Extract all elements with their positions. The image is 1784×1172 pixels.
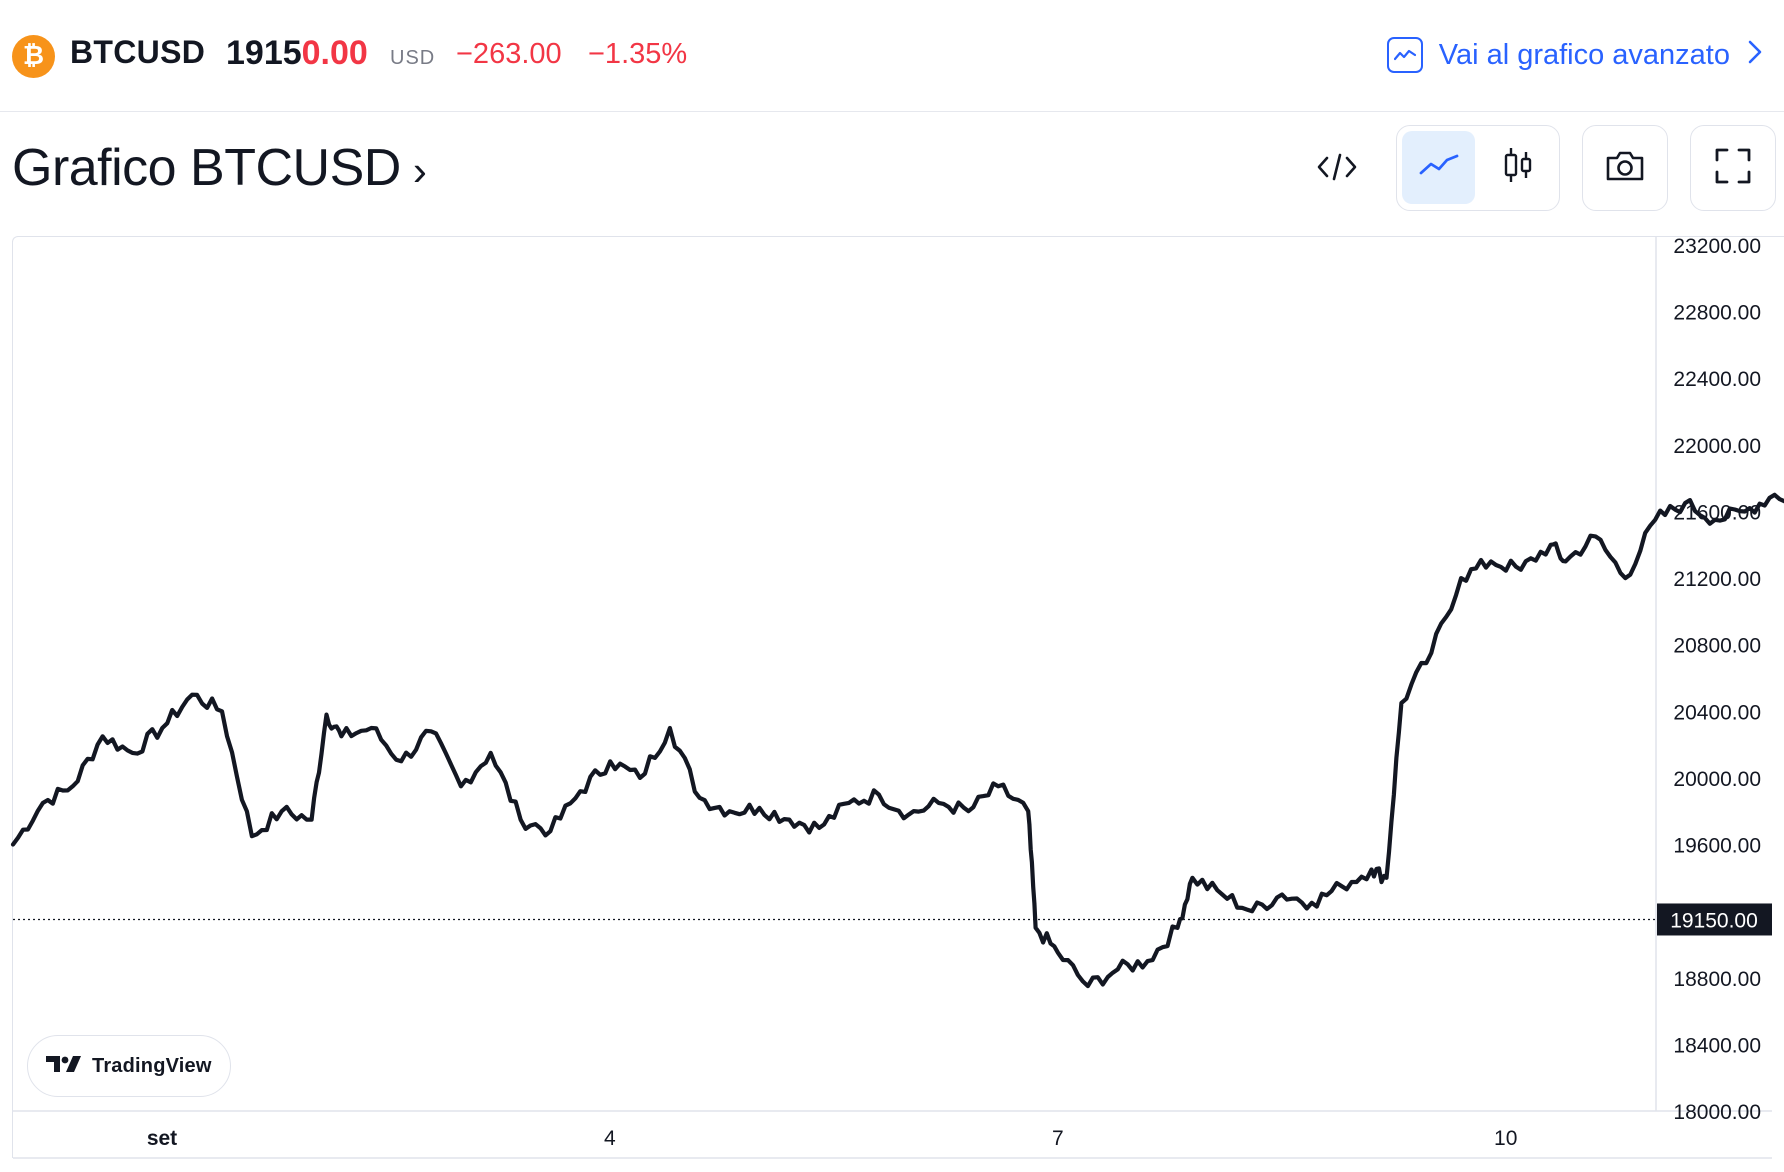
y-tick-label: 19600.00 [1673, 835, 1761, 858]
fullscreen-button[interactable] [1690, 125, 1776, 211]
bitcoin-logo-icon: ₿ [12, 35, 55, 78]
fullscreen-icon [1714, 147, 1752, 190]
y-tick-label: 20000.00 [1673, 768, 1761, 791]
chart-title-chevron: › [412, 147, 427, 194]
price-currency: USD [390, 47, 436, 69]
price-tail: 0.00 [301, 34, 368, 72]
y-tick-label: 22000.00 [1673, 435, 1761, 458]
x-tick-label: 4 [604, 1127, 616, 1150]
chart-title-link[interactable]: Grafico BTCUSD › [12, 138, 427, 198]
price-main: 1915 [226, 34, 302, 72]
y-tick-label: 21200.00 [1673, 568, 1761, 591]
price-series-line [10, 492, 1784, 989]
embed-code-button[interactable] [1300, 132, 1374, 206]
candle-style-button[interactable] [1481, 131, 1554, 204]
y-tick-label: 22800.00 [1673, 302, 1761, 325]
y-tick-label: 22400.00 [1673, 368, 1761, 391]
x-tick-label: set [147, 1127, 177, 1150]
x-tick-label: 7 [1052, 1127, 1064, 1150]
candlestick-icon [1502, 146, 1534, 189]
current-price: 19150.00 [226, 34, 368, 73]
tradingview-logo-icon [46, 1054, 82, 1079]
price-change: −263.00 [456, 38, 562, 70]
tradingview-badge[interactable]: TradingView [27, 1035, 231, 1097]
chart-title: Grafico BTCUSD [12, 139, 401, 197]
x-tick-label: 10 [1494, 1127, 1517, 1150]
code-embed-icon [1317, 152, 1357, 187]
last-price-badge [1657, 903, 1772, 936]
chart-style-group [1396, 125, 1560, 211]
chart-frame [12, 236, 1784, 1158]
y-tick-label: 18400.00 [1673, 1034, 1761, 1057]
advanced-chart-label: Vai al grafico avanzato [1438, 38, 1730, 71]
symbol-name: BTCUSD [70, 34, 206, 70]
advanced-chart-icon [1386, 37, 1423, 73]
line-chart-icon [1419, 153, 1459, 182]
camera-icon [1604, 149, 1646, 188]
tradingview-label: TradingView [92, 1054, 212, 1077]
line-style-button[interactable] [1402, 131, 1475, 204]
advanced-chart-link[interactable]: Vai al grafico avanzato [1386, 30, 1762, 80]
screenshot-button[interactable] [1582, 125, 1668, 211]
y-tick-label: 20400.00 [1673, 701, 1761, 724]
y-tick-label: 20800.00 [1673, 635, 1761, 658]
last-price-label: 19150.00 [1670, 909, 1758, 932]
y-tick-label: 23200.00 [1673, 235, 1761, 258]
chevron-right-icon [1748, 38, 1762, 72]
y-tick-label: 18800.00 [1673, 968, 1761, 991]
y-tick-label: 18000.00 [1673, 1101, 1761, 1124]
price-change-percent: −1.35% [588, 38, 688, 70]
ticker-bar: ₿ BTCUSD 19150.00 USD −263.00 −1.35% Vai… [0, 0, 1784, 112]
